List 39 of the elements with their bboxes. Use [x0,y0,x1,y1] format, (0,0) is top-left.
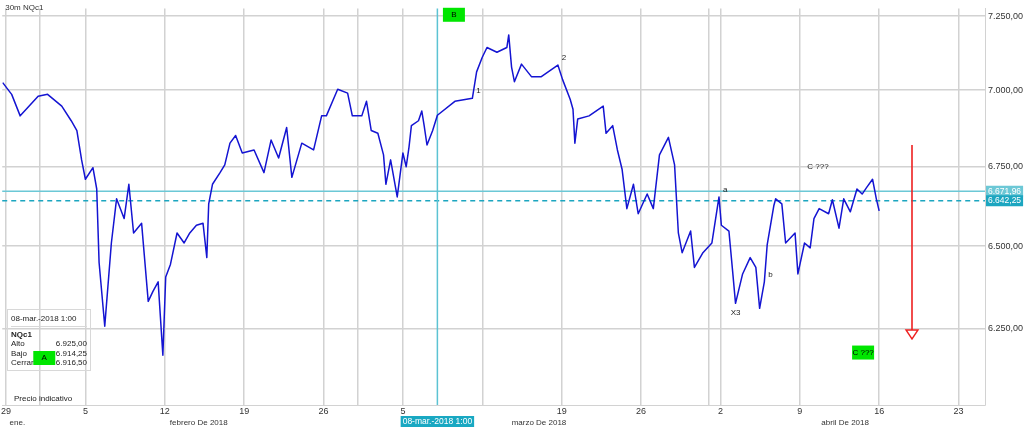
annotation: X3 [730,307,741,317]
annotation: 2 [561,53,567,63]
x2-tick-label: ene. [9,418,26,427]
y-tick-label: 6.750,00 [988,161,1024,172]
x-tick-label: 23 [953,405,964,416]
y-tick-label: 6.250,00 [988,323,1024,334]
annotation: 1 [476,86,482,96]
y-tick-label: 7.000,00 [988,84,1024,95]
annotation: 6.916,50 [55,358,87,368]
x-tick-label: 12 [159,405,170,416]
x-tick-label: 2 [717,405,723,416]
x-tick-label: 9 [797,405,803,416]
annotation: Alto [11,339,25,349]
annotation: Bajo [11,348,28,358]
annotation: C ??? [807,162,830,172]
x2-tick-label: abril De 2018 [821,418,870,427]
text: 08-mar.-2018 1:00 [11,312,87,327]
ref-line-label: 6.671,96 [988,185,1022,196]
x-tick-label: 26 [318,405,329,416]
x-tick-label: 26 [636,405,647,416]
ref-line-label: 08-mar.-2018 1:00 [402,415,473,426]
annotation: 6.925,00 [55,339,87,349]
x-tick-label: 19 [239,405,250,416]
x-tick-label: 19 [556,405,567,416]
y-tick-label: 6.500,00 [988,240,1024,251]
annotation: a [722,185,728,195]
x2-tick-label: febrero De 2018 [169,418,229,427]
x2-tick-label: marzo De 2018 [511,418,567,427]
x-tick-label: 5 [400,405,406,416]
chart-title: 30m NQc1 [5,3,45,13]
annotation: 6.914,25 [55,348,87,358]
x-tick-label: 5 [82,405,88,416]
annotation: b [768,270,774,280]
y-tick-label: 7.250,00 [988,10,1024,21]
ref-line-label: 6.642,25 [988,194,1022,205]
x-tick-label: 29 [1,405,12,416]
annotation: Precio indicativo [14,394,73,404]
x-tick-label: 16 [874,405,885,416]
text: NQc1 [11,330,33,339]
